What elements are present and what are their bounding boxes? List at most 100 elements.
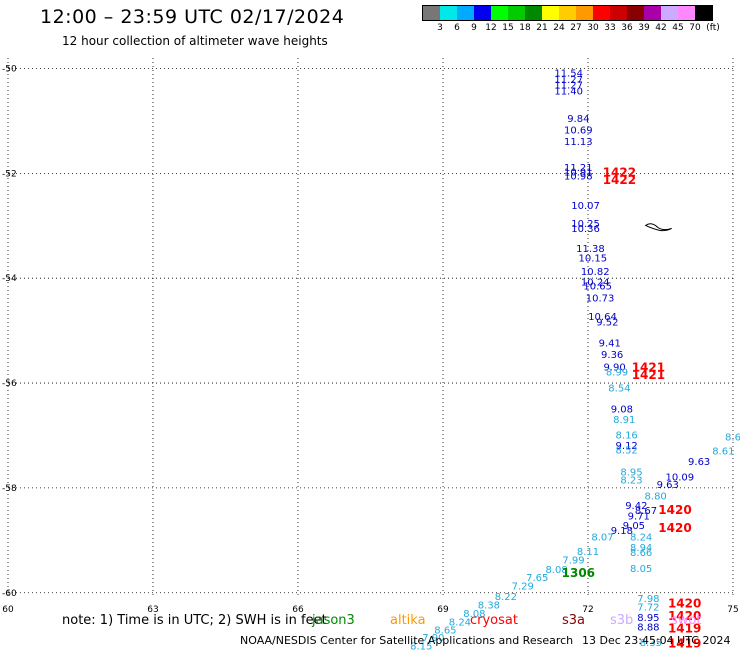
wave-height-label: 9.42	[625, 501, 647, 512]
pass-time-label: 1422	[603, 165, 636, 179]
wave-height-label: 8.07	[591, 532, 613, 543]
legend-swatch	[491, 6, 508, 20]
wave-height-label: 8.80	[645, 491, 667, 502]
wave-height-label: 8.11	[577, 547, 599, 558]
wave-height-label: 8.35	[640, 638, 662, 649]
wave-height-label: 8.94	[630, 543, 652, 554]
wave-height-label: 8.08	[463, 609, 485, 620]
wave-height-label: 8.38	[478, 600, 500, 611]
wave-height-label: 7.72	[637, 603, 659, 614]
wave-height-label: 9.63	[657, 480, 679, 491]
legend-swatch	[457, 6, 474, 20]
legend-unit: (ft)	[706, 23, 720, 33]
sat-jason3: jason3	[312, 613, 355, 628]
wave-height-label: 8.54	[608, 383, 630, 394]
x-tick-label: 60	[2, 605, 14, 615]
y-tick-label: -56	[2, 379, 17, 389]
wave-height-label: 7.90	[422, 633, 444, 644]
y-tick-label: -60	[2, 589, 17, 599]
wave-height-label: 9.08	[611, 404, 633, 415]
sat-s3b: s3b	[610, 613, 634, 628]
wave-height-label: 7.98	[637, 594, 659, 605]
legend-swatch	[695, 6, 712, 20]
legend-swatch	[644, 6, 661, 20]
wave-height-label: 8.24	[449, 617, 471, 628]
legend-label: 9	[471, 23, 477, 33]
wave-height-label: 8.99	[606, 368, 628, 379]
wave-height-label: 8.08	[545, 565, 567, 576]
generated-timestamp: 13 Dec 23:45:04 UTC 2024	[582, 634, 731, 647]
legend-label: 42	[655, 23, 667, 33]
wave-height-label: 10.64	[588, 312, 617, 323]
legend-label: 39	[638, 23, 650, 33]
legend-label: 70	[689, 23, 701, 33]
pass-time-label: 1419	[668, 622, 701, 636]
pass-time-label: 1422	[603, 173, 636, 187]
map-subtitle: 12 hour collection of altimeter wave hei…	[62, 34, 328, 48]
wave-height-label: 10.09	[666, 473, 695, 484]
legend-label: 24	[553, 23, 565, 33]
wave-height-label: 8.05	[630, 564, 652, 575]
wave-height-label: 10.98	[564, 172, 593, 183]
sat-s3a: s3a	[562, 613, 586, 628]
wave-height-label: 10.25	[571, 219, 600, 230]
pass-time-label: 1306	[562, 566, 595, 580]
wave-height-label: 11.38	[576, 244, 605, 255]
wave-height-label: 9.41	[599, 338, 621, 349]
wave-height-label: 8.67	[635, 506, 657, 517]
legend-label: 21	[536, 23, 548, 33]
wave-height-label: 9.52	[596, 317, 618, 328]
legend-color-bar	[422, 5, 713, 21]
wave-height-label: 9.05	[623, 521, 645, 532]
wave-height-label: 11.27	[554, 80, 583, 91]
legend-label: 27	[570, 23, 582, 33]
y-tick-label: -50	[2, 64, 17, 74]
wave-height-label: 9.84	[567, 114, 589, 125]
pass-time-label: 1420	[658, 521, 691, 535]
y-tick-label: -54	[2, 274, 17, 284]
legend-label: 30	[587, 23, 599, 33]
wave-height-label: 9.71	[628, 511, 650, 522]
legend-swatch	[542, 6, 559, 20]
wave-height-label: 8.95	[620, 467, 642, 478]
legend-label: 33	[604, 23, 616, 33]
map-title: 12:00 – 23:59 UTC 02/17/2024	[40, 6, 345, 28]
pass-time-label: 1421	[632, 361, 665, 375]
legend-swatch	[627, 6, 644, 20]
wave-height-label: 8.52	[616, 445, 638, 456]
wave-height-label: 10.15	[579, 253, 608, 264]
legend-swatch	[423, 6, 440, 20]
island-outline	[644, 223, 672, 232]
wave-height-label: 8.88	[637, 623, 659, 634]
wave-height-label: 8.22	[495, 592, 517, 603]
legend-swatch	[610, 6, 627, 20]
wave-height-label: 10.91	[564, 167, 593, 178]
wave-height-label: 8.65	[434, 626, 456, 637]
wave-height-label: 10.65	[583, 282, 612, 293]
wave-height-label: 11.21	[564, 163, 593, 174]
color-legend: 3 6 9 12 15 18 21 24 27 30 33 36 39 42 45 70 (ft)	[422, 5, 720, 35]
pass-time-label: 1421	[632, 368, 665, 382]
x-tick-label: 63	[147, 605, 158, 615]
wave-height-label: 8.16	[616, 431, 638, 442]
wave-height-label: 10.24	[581, 278, 610, 289]
legend-label: 3	[437, 23, 443, 33]
wave-height-label: 8.95	[637, 613, 659, 624]
legend-label: 6	[454, 23, 460, 33]
wave-height-label: 10.82	[581, 267, 610, 278]
footnote: note: 1) Time is in UTC; 2) SWH is in fe…	[62, 613, 327, 628]
sat-altika: altika	[390, 613, 426, 628]
legend-swatch	[525, 6, 542, 20]
legend-swatch	[440, 6, 457, 20]
legend-swatch	[576, 6, 593, 20]
pass-time-label: 1420	[668, 609, 701, 623]
wave-height-label: 10.07	[571, 201, 600, 212]
wave-height-label: 10.73	[586, 293, 615, 304]
legend-label: 15	[502, 23, 514, 33]
legend-label: 45	[672, 23, 684, 33]
x-tick-label: 69	[437, 605, 449, 615]
sat-swot: swot	[671, 613, 702, 628]
wave-height-label: 7.65	[526, 573, 548, 584]
wave-height-label: 7.29	[512, 582, 534, 593]
